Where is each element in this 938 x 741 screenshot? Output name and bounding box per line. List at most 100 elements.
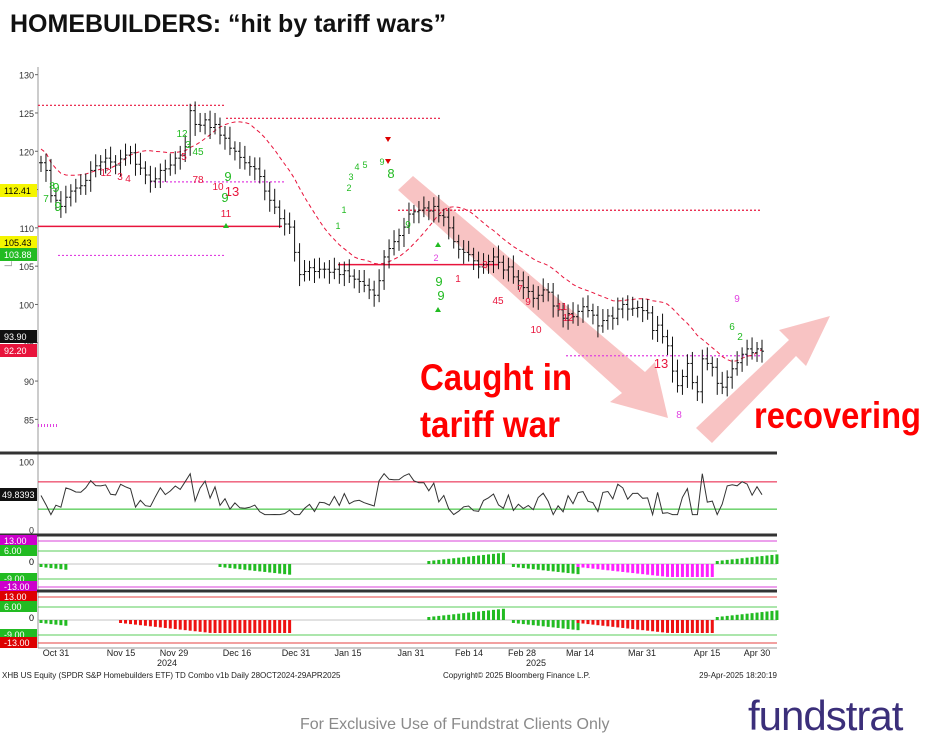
price-bar — [446, 207, 451, 240]
indicator-bar — [556, 620, 560, 628]
price-bar — [292, 220, 297, 262]
y-tick-label: 85 — [24, 415, 34, 425]
td-count-label: 2 — [346, 183, 351, 193]
td-count-label: 13 — [225, 184, 239, 199]
price-bar — [337, 262, 342, 284]
indicator-bar — [218, 620, 222, 633]
price-bar — [237, 142, 242, 169]
indicator-bar — [511, 620, 515, 623]
indicator-bar — [442, 559, 446, 564]
indicator-bar — [243, 620, 247, 633]
rsi-tick-label: 0 — [29, 526, 34, 536]
slide-title: HOMEBUILDERS: “hit by tariff wars” — [10, 10, 447, 38]
indicator-bar — [546, 620, 550, 627]
td-count-label: 11 — [557, 302, 568, 313]
indicator-bar — [283, 564, 287, 575]
price-bar — [541, 278, 546, 303]
indicator-bar — [631, 620, 635, 630]
indicator-bar — [705, 564, 709, 577]
indicator-bar — [576, 564, 580, 575]
indicator-bar — [531, 564, 535, 570]
price-bar — [715, 358, 720, 395]
indicator-bar — [133, 620, 137, 625]
indicator-level-label: 6.00 — [4, 546, 22, 556]
price-bar — [193, 101, 198, 136]
td-count-label: 12 — [562, 313, 574, 324]
x-year-label: 2025 — [526, 658, 546, 668]
price-bar — [630, 296, 635, 316]
indicator-level-tag — [0, 601, 37, 612]
indicator-bar — [472, 556, 476, 564]
x-tick-label: Jan 15 — [334, 648, 361, 658]
y-tick-label: 100 — [19, 300, 34, 310]
td-setup-arrow — [385, 137, 391, 142]
indicator-bar — [755, 556, 759, 564]
indicator-bar — [59, 620, 63, 626]
indicator-bar — [606, 620, 610, 627]
indicator-bar — [442, 615, 446, 620]
indicator-bar — [278, 564, 282, 574]
indicator-bar — [208, 620, 212, 633]
indicator-bar — [188, 620, 192, 631]
price-bar — [213, 112, 218, 135]
indicator-bar — [626, 620, 630, 629]
price-bar — [556, 294, 561, 317]
indicator-bar — [163, 620, 167, 628]
price-bar — [576, 304, 581, 326]
indicator-bar — [273, 564, 277, 574]
price-bar — [551, 283, 556, 318]
indicator-bar — [576, 564, 580, 567]
price-bar — [740, 347, 745, 372]
indicator-bar — [521, 564, 525, 569]
indicator-bar — [765, 555, 769, 564]
x-tick-label: Nov 15 — [107, 648, 136, 658]
indicator-bar — [596, 620, 600, 626]
annotation-caught-in: Caught in — [420, 357, 572, 398]
price-bar — [372, 280, 377, 307]
price-bar — [133, 143, 138, 176]
price-bar — [307, 260, 312, 281]
x-tick-label: Dec 31 — [282, 648, 311, 658]
indicator-bar — [770, 554, 774, 564]
indicator-bar — [233, 620, 237, 633]
price-bar — [188, 103, 193, 156]
price-bar — [590, 303, 595, 325]
td-count-label: 45 — [492, 296, 504, 307]
price-bar — [660, 313, 665, 344]
indicator-bar — [541, 564, 545, 571]
y-axis-label: L — [3, 261, 15, 267]
indicator-bar — [248, 620, 252, 633]
indicator-bar — [44, 564, 48, 568]
indicator-level-label: 13.00 — [4, 536, 27, 546]
indicator-bar — [158, 620, 162, 628]
y-tick-label: 110 — [20, 224, 34, 234]
price-bar — [595, 305, 600, 338]
price-bar — [83, 173, 88, 195]
td-setup-arrow — [385, 159, 391, 164]
last-value-tag — [0, 248, 37, 261]
indicator-bar — [223, 564, 227, 568]
indicator-bar — [183, 620, 187, 631]
chart-timestamp: 29-Apr-2025 18:20:19 — [699, 671, 777, 680]
indicator-bar — [745, 613, 749, 620]
indicator-bar — [213, 620, 217, 633]
last-value-tag-text: 105.43 — [4, 238, 32, 248]
price-bar — [501, 255, 506, 280]
indicator-level-label: 0 — [29, 613, 34, 623]
indicator-level-tag — [0, 591, 37, 602]
price-bar — [600, 309, 605, 333]
indicator-bar — [725, 559, 729, 564]
indicator-bar — [198, 620, 202, 632]
indicator-bar — [740, 558, 744, 564]
annotation-tariff-war: tariff war — [420, 404, 560, 445]
indicator-bar — [700, 564, 704, 577]
indicator-bar — [447, 614, 451, 620]
indicator-bar — [457, 613, 461, 620]
td-count-label: 2 — [433, 253, 438, 263]
indicator-bar — [477, 611, 481, 620]
indicator-bar — [591, 620, 595, 625]
indicator-bar — [268, 564, 272, 573]
price-bar — [322, 262, 327, 279]
price-bar — [317, 257, 322, 279]
indicator-bar — [586, 564, 590, 569]
